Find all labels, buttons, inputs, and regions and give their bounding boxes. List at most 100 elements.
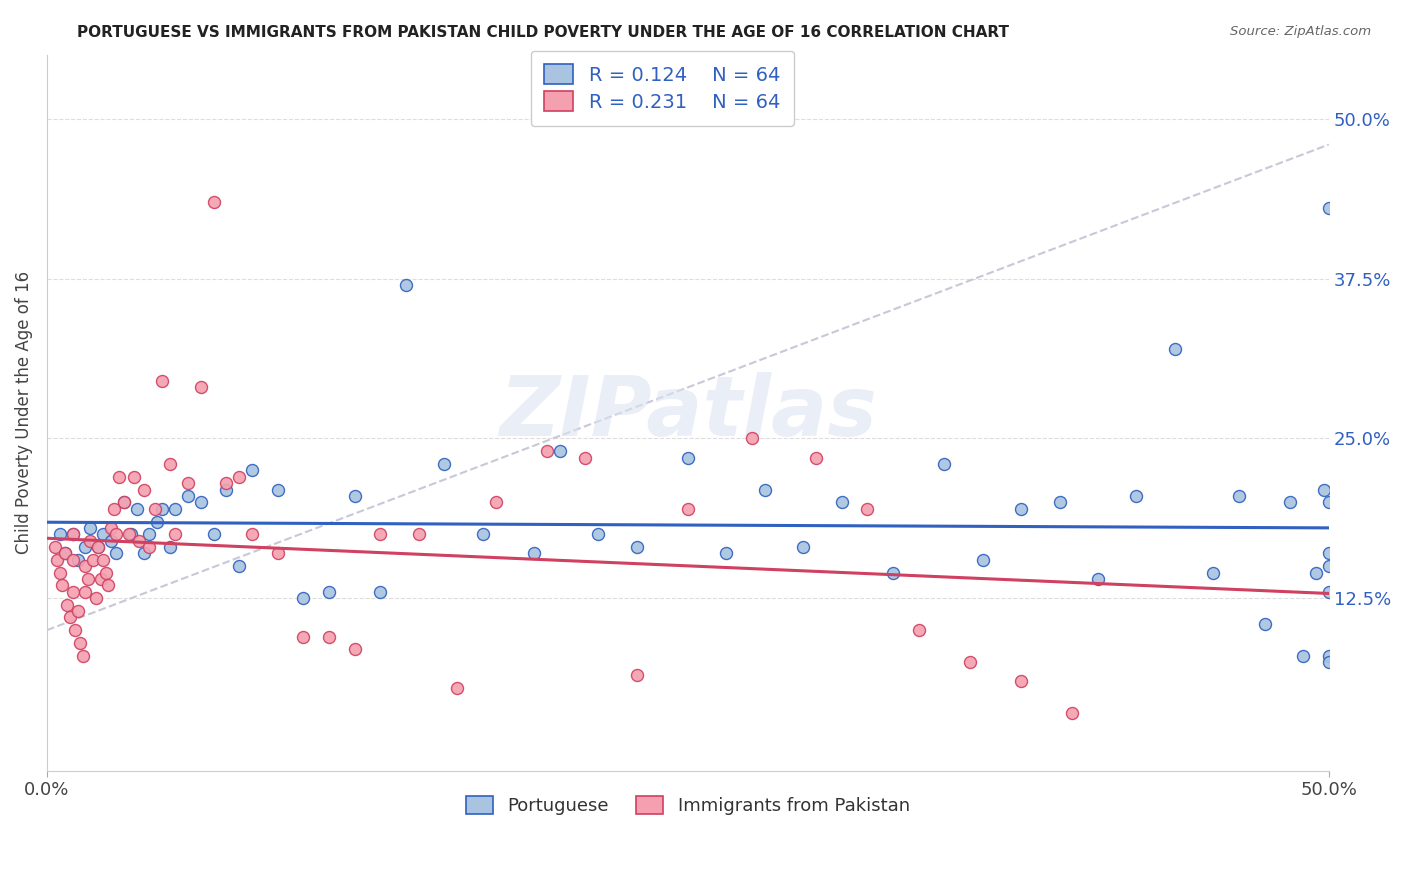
Point (77, 572, 100, 586)
Point (177, 476, 200, 491)
Point (343, 489, 366, 503)
Point (79, 521, 101, 535)
Point (741, 432, 763, 446)
Point (343, 642, 366, 657)
Point (75, 559, 97, 574)
Point (118, 527, 141, 541)
Point (190, 495, 212, 509)
Point (94, 566, 117, 580)
Point (215, 476, 238, 491)
Point (754, 483, 776, 497)
Point (1317, 202, 1340, 216)
Point (368, 527, 391, 541)
Point (138, 540, 160, 554)
Point (159, 540, 181, 554)
Point (75, 540, 97, 554)
Point (105, 527, 128, 541)
Point (433, 457, 456, 471)
Point (446, 681, 468, 695)
Point (121, 527, 143, 541)
Point (959, 655, 981, 669)
Point (972, 553, 994, 567)
Point (626, 668, 648, 682)
Point (177, 489, 200, 503)
Point (87, 540, 110, 554)
Point (676, 501, 699, 516)
Point (62, 553, 84, 567)
Point (1010, 674, 1032, 689)
Point (1010, 501, 1032, 516)
Point (882, 566, 904, 580)
Point (125, 501, 148, 516)
Point (84, 591, 107, 606)
Point (1317, 546, 1340, 560)
Point (831, 495, 853, 509)
Point (1305, 566, 1327, 580)
Point (292, 591, 315, 606)
Point (48, 527, 70, 541)
Point (107, 470, 129, 484)
Point (1227, 489, 1250, 503)
Point (1312, 483, 1334, 497)
Point (1279, 495, 1302, 509)
Point (202, 195, 225, 210)
Point (103, 501, 125, 516)
Point (59, 610, 82, 624)
Point (1164, 342, 1187, 356)
Point (240, 463, 263, 477)
Point (202, 527, 225, 541)
Point (626, 540, 648, 554)
Point (536, 444, 558, 458)
Point (266, 483, 288, 497)
Point (79, 533, 101, 548)
Point (318, 630, 340, 644)
Point (1087, 572, 1109, 586)
Point (72, 648, 94, 663)
Point (190, 380, 212, 394)
Text: ZIPatlas: ZIPatlas (499, 373, 877, 453)
Point (1317, 495, 1340, 509)
Point (91, 527, 114, 541)
Point (91, 553, 114, 567)
Point (112, 495, 135, 509)
Point (1317, 648, 1340, 663)
Point (792, 540, 814, 554)
Point (146, 515, 169, 529)
Point (69, 636, 91, 650)
Point (105, 546, 128, 560)
Point (97, 578, 120, 592)
Point (128, 533, 150, 548)
Point (1125, 489, 1147, 503)
Point (484, 495, 506, 509)
Point (215, 483, 238, 497)
Point (165, 501, 187, 516)
Point (112, 495, 135, 509)
Point (586, 527, 609, 541)
Point (574, 450, 596, 465)
Point (63, 623, 86, 637)
Point (134, 546, 156, 560)
Point (100, 533, 122, 548)
Point (159, 457, 181, 471)
Point (56, 598, 79, 612)
Point (62, 527, 84, 541)
Point (228, 559, 250, 574)
Point (1253, 616, 1275, 631)
Point (523, 546, 546, 560)
Point (62, 527, 84, 541)
Point (1049, 495, 1071, 509)
Point (87, 540, 110, 554)
Point (138, 527, 160, 541)
Point (51, 578, 73, 592)
Point (1202, 566, 1225, 580)
Point (408, 527, 430, 541)
Point (46, 553, 69, 567)
Point (1317, 559, 1340, 574)
Point (266, 546, 288, 560)
Point (368, 584, 391, 599)
Point (318, 584, 340, 599)
Point (1292, 648, 1315, 663)
Point (548, 444, 571, 458)
Legend: Portuguese, Immigrants from Pakistan: Portuguese, Immigrants from Pakistan (456, 785, 921, 826)
Point (150, 501, 173, 516)
